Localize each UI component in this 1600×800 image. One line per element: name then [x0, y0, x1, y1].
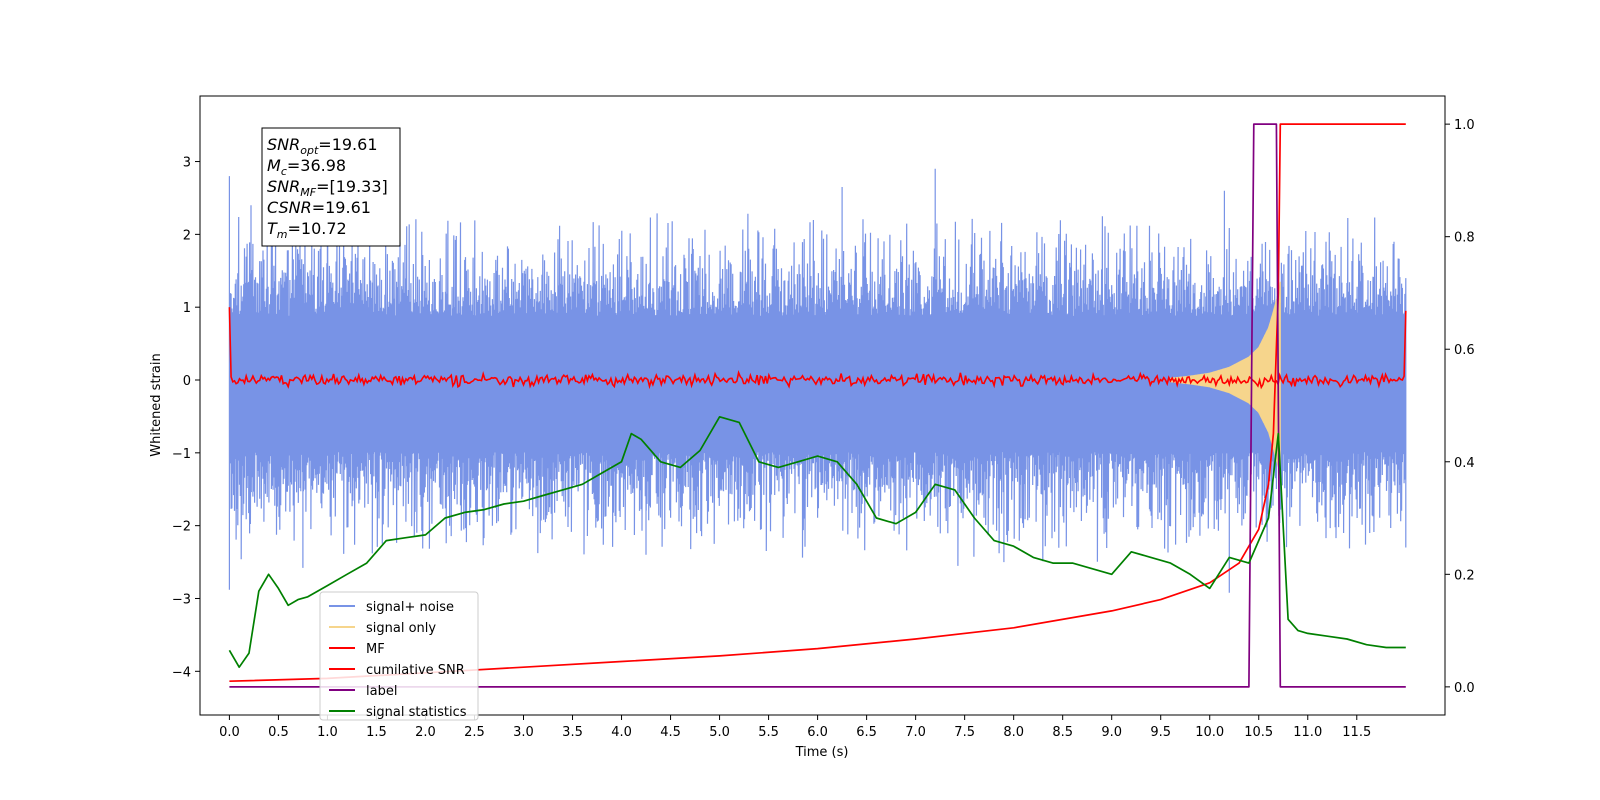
y-left-tick-label: 3 — [183, 156, 191, 171]
y-right-tick-label: 1.0 — [1454, 118, 1475, 133]
legend-label: signal+ noise — [366, 600, 454, 615]
series-signal-noise — [228, 168, 1407, 593]
legend-frame — [319, 591, 479, 721]
x-tick-label: 8.5 — [1052, 725, 1073, 740]
info-line: CSNR=19.61 — [267, 198, 371, 217]
legend-label: signal only — [366, 621, 436, 636]
x-tick-label: 10.5 — [1244, 725, 1273, 740]
y-right-tick-label: 0.2 — [1454, 568, 1475, 583]
x-tick-label: 10.0 — [1195, 725, 1224, 740]
y-left-tick-label: 1 — [183, 301, 191, 316]
x-tick-label: 3.5 — [562, 725, 583, 740]
x-tick-label: 5.0 — [709, 725, 730, 740]
x-tick-label: 11.0 — [1293, 725, 1322, 740]
x-tick-label: 2.5 — [464, 725, 485, 740]
x-tick-label: 5.5 — [758, 725, 779, 740]
x-tick-label: 0.0 — [219, 725, 240, 740]
y-right-tick-label: 0.4 — [1454, 456, 1475, 471]
legend: signal+ noise signal only MF cumilative SNR… — [319, 591, 479, 721]
x-tick-label: 1.0 — [317, 725, 338, 740]
y-axis-label: Whitened strain — [149, 353, 164, 456]
x-tick-label: 9.0 — [1101, 725, 1122, 740]
axes-frame — [199, 95, 1446, 716]
x-tick-label: 6.0 — [807, 725, 828, 740]
info-line: SNRopt=19.61 — [267, 135, 378, 157]
x-tick-label: 4.5 — [660, 725, 681, 740]
x-axis-ticks: 0.0 0.5 1.0 1.5 2.0 2.5 3.0 3.5 4.0 4.5 5.0 5.5 6.0 6… — [219, 715, 1371, 740]
legend-label: cumilative SNR — [366, 663, 465, 678]
x-tick-label: 11.5 — [1342, 725, 1371, 740]
y-right-tick-label: 0.8 — [1454, 231, 1475, 246]
series-mf — [228, 307, 1407, 390]
series-cumilative-snr — [229, 123, 1406, 683]
y-left-axis-ticks: 3 2 1 0 −1 −2 −3 −4 — [172, 156, 200, 680]
y-left-tick-label: −4 — [172, 665, 191, 680]
series-layer — [228, 123, 1407, 688]
legend-label: signal statistics — [366, 705, 467, 720]
snr-info-box: SNRopt=19.61Mc=36.98SNRMF=[19.33]CSNR=19… — [261, 127, 401, 247]
x-tick-label: 6.5 — [856, 725, 877, 740]
x-tick-label: 9.5 — [1150, 725, 1171, 740]
x-tick-label: 4.0 — [611, 725, 632, 740]
y-right-tick-label: 0.0 — [1454, 681, 1475, 696]
x-axis-label: Time (s) — [795, 745, 849, 760]
x-tick-label: 7.5 — [954, 725, 975, 740]
y-left-tick-label: −1 — [172, 447, 191, 462]
x-tick-label: 3.0 — [513, 725, 534, 740]
y-right-axis-ticks: 1.0 0.8 0.6 0.4 0.2 0.0 — [1445, 118, 1475, 696]
info-line: SNRMF=[19.33] — [267, 177, 388, 199]
y-left-tick-label: 0 — [183, 374, 191, 389]
legend-label: label — [366, 684, 397, 699]
y-left-tick-label: −2 — [172, 520, 191, 535]
y-right-tick-label: 0.6 — [1454, 343, 1475, 358]
x-tick-label: 8.0 — [1003, 725, 1024, 740]
series-label — [229, 123, 1406, 688]
x-tick-label: 1.5 — [366, 725, 387, 740]
x-tick-label: 0.5 — [268, 725, 289, 740]
plot-area — [228, 123, 1407, 688]
x-tick-label: 2.0 — [415, 725, 436, 740]
info-box-frame — [261, 127, 401, 247]
series-signal-only — [1169, 281, 1281, 478]
y-left-tick-label: 2 — [183, 228, 191, 243]
info-line: Mc=36.98 — [267, 156, 346, 178]
x-tick-label: 7.0 — [905, 725, 926, 740]
info-line: Tm=10.72 — [267, 219, 347, 241]
y-left-tick-label: −3 — [172, 592, 191, 607]
series-signal-statistics — [228, 415, 1406, 669]
legend-label: MF — [366, 642, 385, 657]
